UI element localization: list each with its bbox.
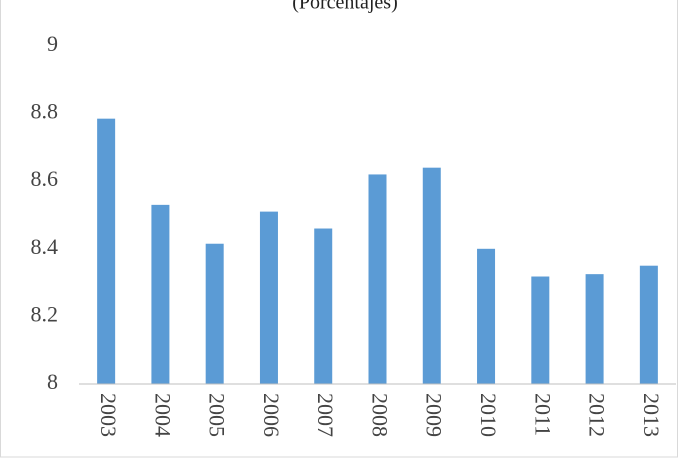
y-tick-label: 8 bbox=[47, 369, 58, 394]
bar bbox=[259, 211, 278, 384]
bar bbox=[151, 204, 170, 384]
x-tick-label: 2013 bbox=[639, 393, 664, 437]
y-tick-label: 8.2 bbox=[31, 301, 59, 326]
x-tick-label: 2007 bbox=[313, 393, 338, 437]
x-tick-label: 2005 bbox=[205, 393, 230, 437]
x-tick-label: 2008 bbox=[367, 393, 392, 437]
x-tick-label: 2009 bbox=[422, 393, 447, 437]
x-tick-label: 2011 bbox=[530, 393, 555, 436]
x-tick-label: 2004 bbox=[150, 393, 175, 437]
bar bbox=[422, 167, 441, 384]
chart-subtitle: (Porcentajes) bbox=[292, 0, 398, 14]
y-tick-label: 8.6 bbox=[31, 166, 59, 191]
y-tick-label: 8.4 bbox=[31, 234, 59, 259]
bar bbox=[314, 228, 333, 384]
bar bbox=[97, 118, 116, 385]
y-tick-label: 9 bbox=[47, 31, 58, 56]
bar bbox=[585, 274, 604, 384]
bar bbox=[639, 265, 658, 384]
bar bbox=[531, 276, 550, 384]
x-tick-label: 2006 bbox=[259, 393, 284, 437]
x-tick-label: 2012 bbox=[585, 393, 610, 437]
x-tick-label: 2003 bbox=[96, 393, 121, 437]
y-tick-label: 8.8 bbox=[31, 99, 59, 124]
bar bbox=[477, 248, 496, 384]
x-tick-label: 2010 bbox=[476, 393, 501, 437]
bar bbox=[368, 174, 387, 384]
bar bbox=[205, 243, 224, 384]
